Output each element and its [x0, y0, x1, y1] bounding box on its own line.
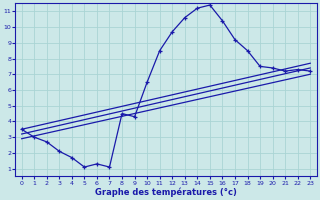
X-axis label: Graphe des températures (°c): Graphe des températures (°c): [95, 187, 237, 197]
